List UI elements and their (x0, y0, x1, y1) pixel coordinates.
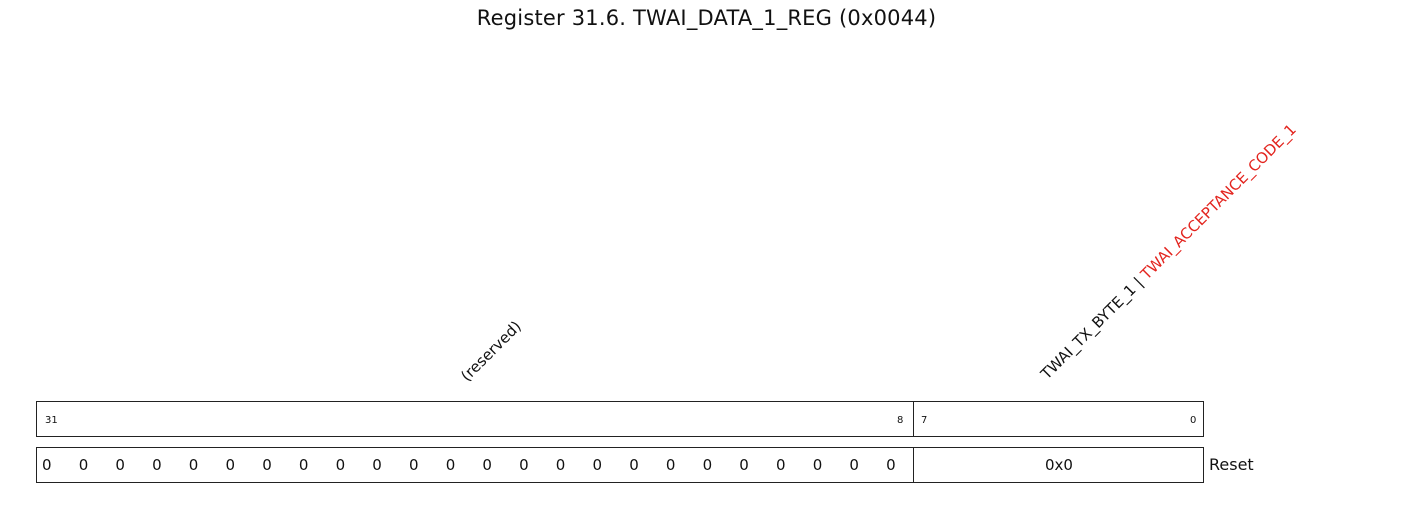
reserved-bit-reset-value: 0 (152, 456, 162, 474)
reserved-bit-reset-value: 0 (188, 456, 199, 474)
reserved-field-label: (reserved) (457, 317, 525, 385)
reserved-bit-reset-value: 0 (812, 456, 823, 474)
reserved-bit-reset-value: 0 (555, 456, 566, 474)
reserved-bit-reset-value: 0 (482, 456, 492, 474)
reserved-bit-reset-value: 0 (409, 456, 419, 474)
reset-value-row: 0x0 0 0 0 0 0 0 0 0 0 0 0 0 0 0 0 0 0 0 0 0 0 0 0 0 (36, 447, 1204, 483)
reserved-bit-reset-value: 0 (849, 456, 859, 474)
bit-number-31: 31 (45, 415, 58, 426)
field-divider (913, 447, 914, 483)
bit-number-row: 31 8 7 0 (36, 401, 1204, 437)
register-title: Register 31.6. TWAI_DATA_1_REG (0x0044) (476, 6, 937, 30)
reserved-label-text: (reserved) (457, 317, 525, 385)
acceptance-code-name: TWAI_ACCEPTANCE_CODE_1 (1137, 120, 1300, 284)
reserved-bit-reset-value: 0 (629, 456, 639, 474)
reserved-bit-reset-value: 0 (445, 456, 456, 474)
reserved-bit-reset-value: 0 (519, 456, 529, 474)
reserved-bit-reset-value: 0 (335, 456, 346, 474)
field-divider (913, 401, 914, 437)
reserved-bit-reset-value: 0 (739, 456, 749, 474)
reserved-bit-reset-value: 0 (592, 456, 603, 474)
bit-number-0: 0 (1190, 415, 1197, 426)
tx-byte-reset-value: 0x0 (1045, 456, 1073, 474)
reset-label: Reset (1209, 455, 1254, 474)
reserved-bit-reset-value: 0 (372, 456, 382, 474)
reserved-bit-reset-value: 0 (776, 456, 786, 474)
reserved-bit-reset-value: 0 (115, 456, 125, 474)
reserved-bit-reset-value: 0 (665, 456, 676, 474)
reserved-bit-reset-value: 0 (225, 456, 236, 474)
reserved-bit-reset-value: 0 (886, 456, 896, 474)
reserved-bit-reset-value: 0 (262, 456, 272, 474)
reserved-bit-reset-value: 0 (298, 456, 309, 474)
tx-byte-field-label: TWAI_TX_BYTE_1 | TWAI_ACCEPTANCE_CODE_1 (1037, 120, 1300, 383)
reserved-bit-reset-value: 0 (702, 456, 713, 474)
reserved-bit-reset-value: 0 (78, 456, 89, 474)
reserved-bit-reset-value: 0 (42, 456, 52, 474)
tx-byte-name: TWAI_TX_BYTE_1 (1037, 280, 1140, 383)
bit-number-8: 8 (897, 415, 904, 426)
bit-number-7: 7 (921, 415, 928, 426)
